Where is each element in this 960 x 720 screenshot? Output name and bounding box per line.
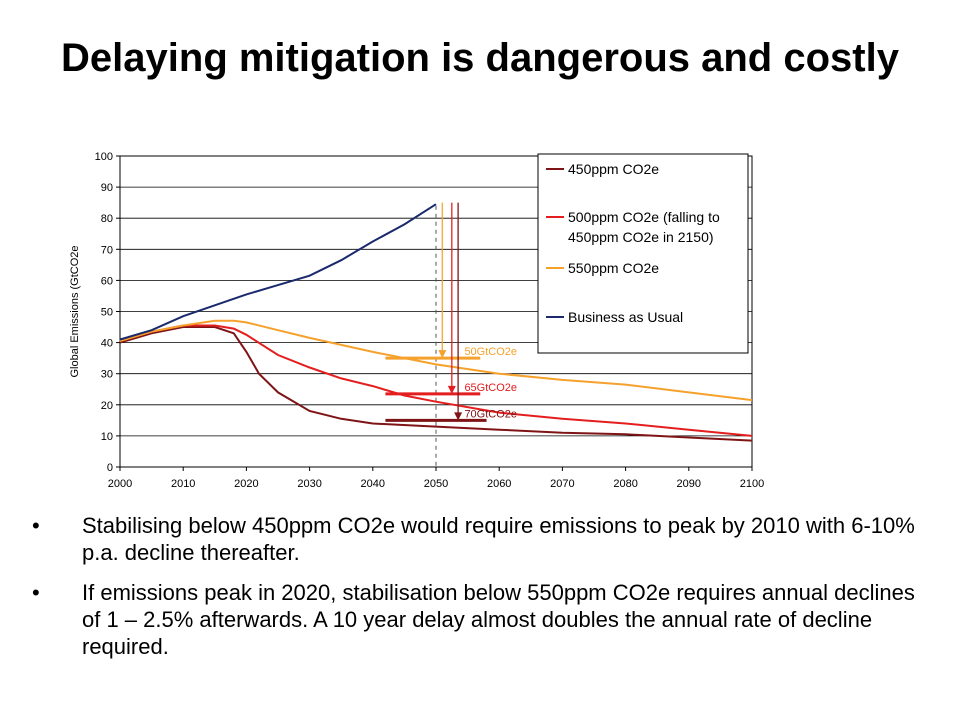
bullet-item: • If emissions peak in 2020, stabilisatio… [30, 579, 930, 660]
legend-label: 500ppm CO2e (falling to [568, 209, 720, 225]
x-tick-label: 2030 [297, 478, 321, 490]
series-line [119, 326, 753, 442]
series-line [119, 324, 753, 437]
legend-label: 450ppm CO2e in 2150) [568, 229, 714, 245]
annotation-arrow-head [447, 385, 456, 394]
x-tick-label: 2010 [171, 478, 195, 490]
series-line [119, 203, 437, 341]
series-lines [119, 203, 753, 442]
bullet-dot: • [32, 580, 40, 605]
y-tick-label: 60 [101, 275, 113, 287]
y-axis-label: Global Emissions (GtCO2e [69, 245, 81, 377]
y-tick-label: 100 [95, 151, 113, 163]
annotation-label: 70GtCO2e [464, 408, 517, 420]
bullet-text: If emissions peak in 2020, stabilisation… [82, 580, 915, 659]
bullet-dot: • [32, 513, 40, 538]
y-tick-label: 50 [101, 307, 113, 319]
legend-label: 550ppm CO2e [568, 260, 659, 276]
x-tick-label: 2000 [108, 478, 132, 490]
y-tick-label: 40 [101, 338, 113, 350]
slide-title: Delaying mitigation is dangerous and cos… [61, 36, 899, 80]
y-tick-label: 0 [107, 462, 113, 474]
bullet-list: • Stabilising below 450ppm CO2e would req… [30, 512, 930, 673]
chart-legend: 450ppm CO2e 500ppm CO2e (falling to 450ppm… [537, 153, 749, 354]
x-tick-label: 2020 [234, 478, 258, 490]
annotations: 50GtCO2e 65GtCO2e 70GtCO2e [385, 202, 517, 422]
bullet-item: • Stabilising below 450ppm CO2e would req… [30, 512, 930, 566]
y-tick-label: 30 [101, 369, 113, 381]
annotation-label: 65GtCO2e [464, 382, 517, 394]
x-tick-label: 2050 [424, 478, 448, 490]
legend-box [537, 153, 749, 354]
annotation-label: 50GtCO2e [464, 346, 517, 358]
x-tick-label: 2060 [487, 478, 511, 490]
y-tick-label: 80 [101, 213, 113, 225]
x-tick-label: 2100 [740, 478, 764, 490]
bullet-text: Stabilising below 450ppm CO2e would requ… [82, 513, 915, 565]
x-tick-label: 2040 [361, 478, 385, 490]
x-tick-label: 2070 [550, 478, 574, 490]
legend-label: Business as Usual [568, 309, 683, 325]
y-tick-label: 10 [101, 431, 113, 443]
y-tick-label: 90 [101, 182, 113, 194]
legend-label: 450ppm CO2e [568, 161, 659, 177]
x-tick-label: 2080 [613, 478, 637, 490]
series-line [119, 319, 753, 402]
annotation-arrow-head [438, 350, 447, 359]
annotation-arrow-head [454, 412, 463, 421]
x-tick-label: 2090 [677, 478, 701, 490]
y-tick-label: 20 [101, 400, 113, 412]
y-tick-label: 70 [101, 244, 113, 256]
